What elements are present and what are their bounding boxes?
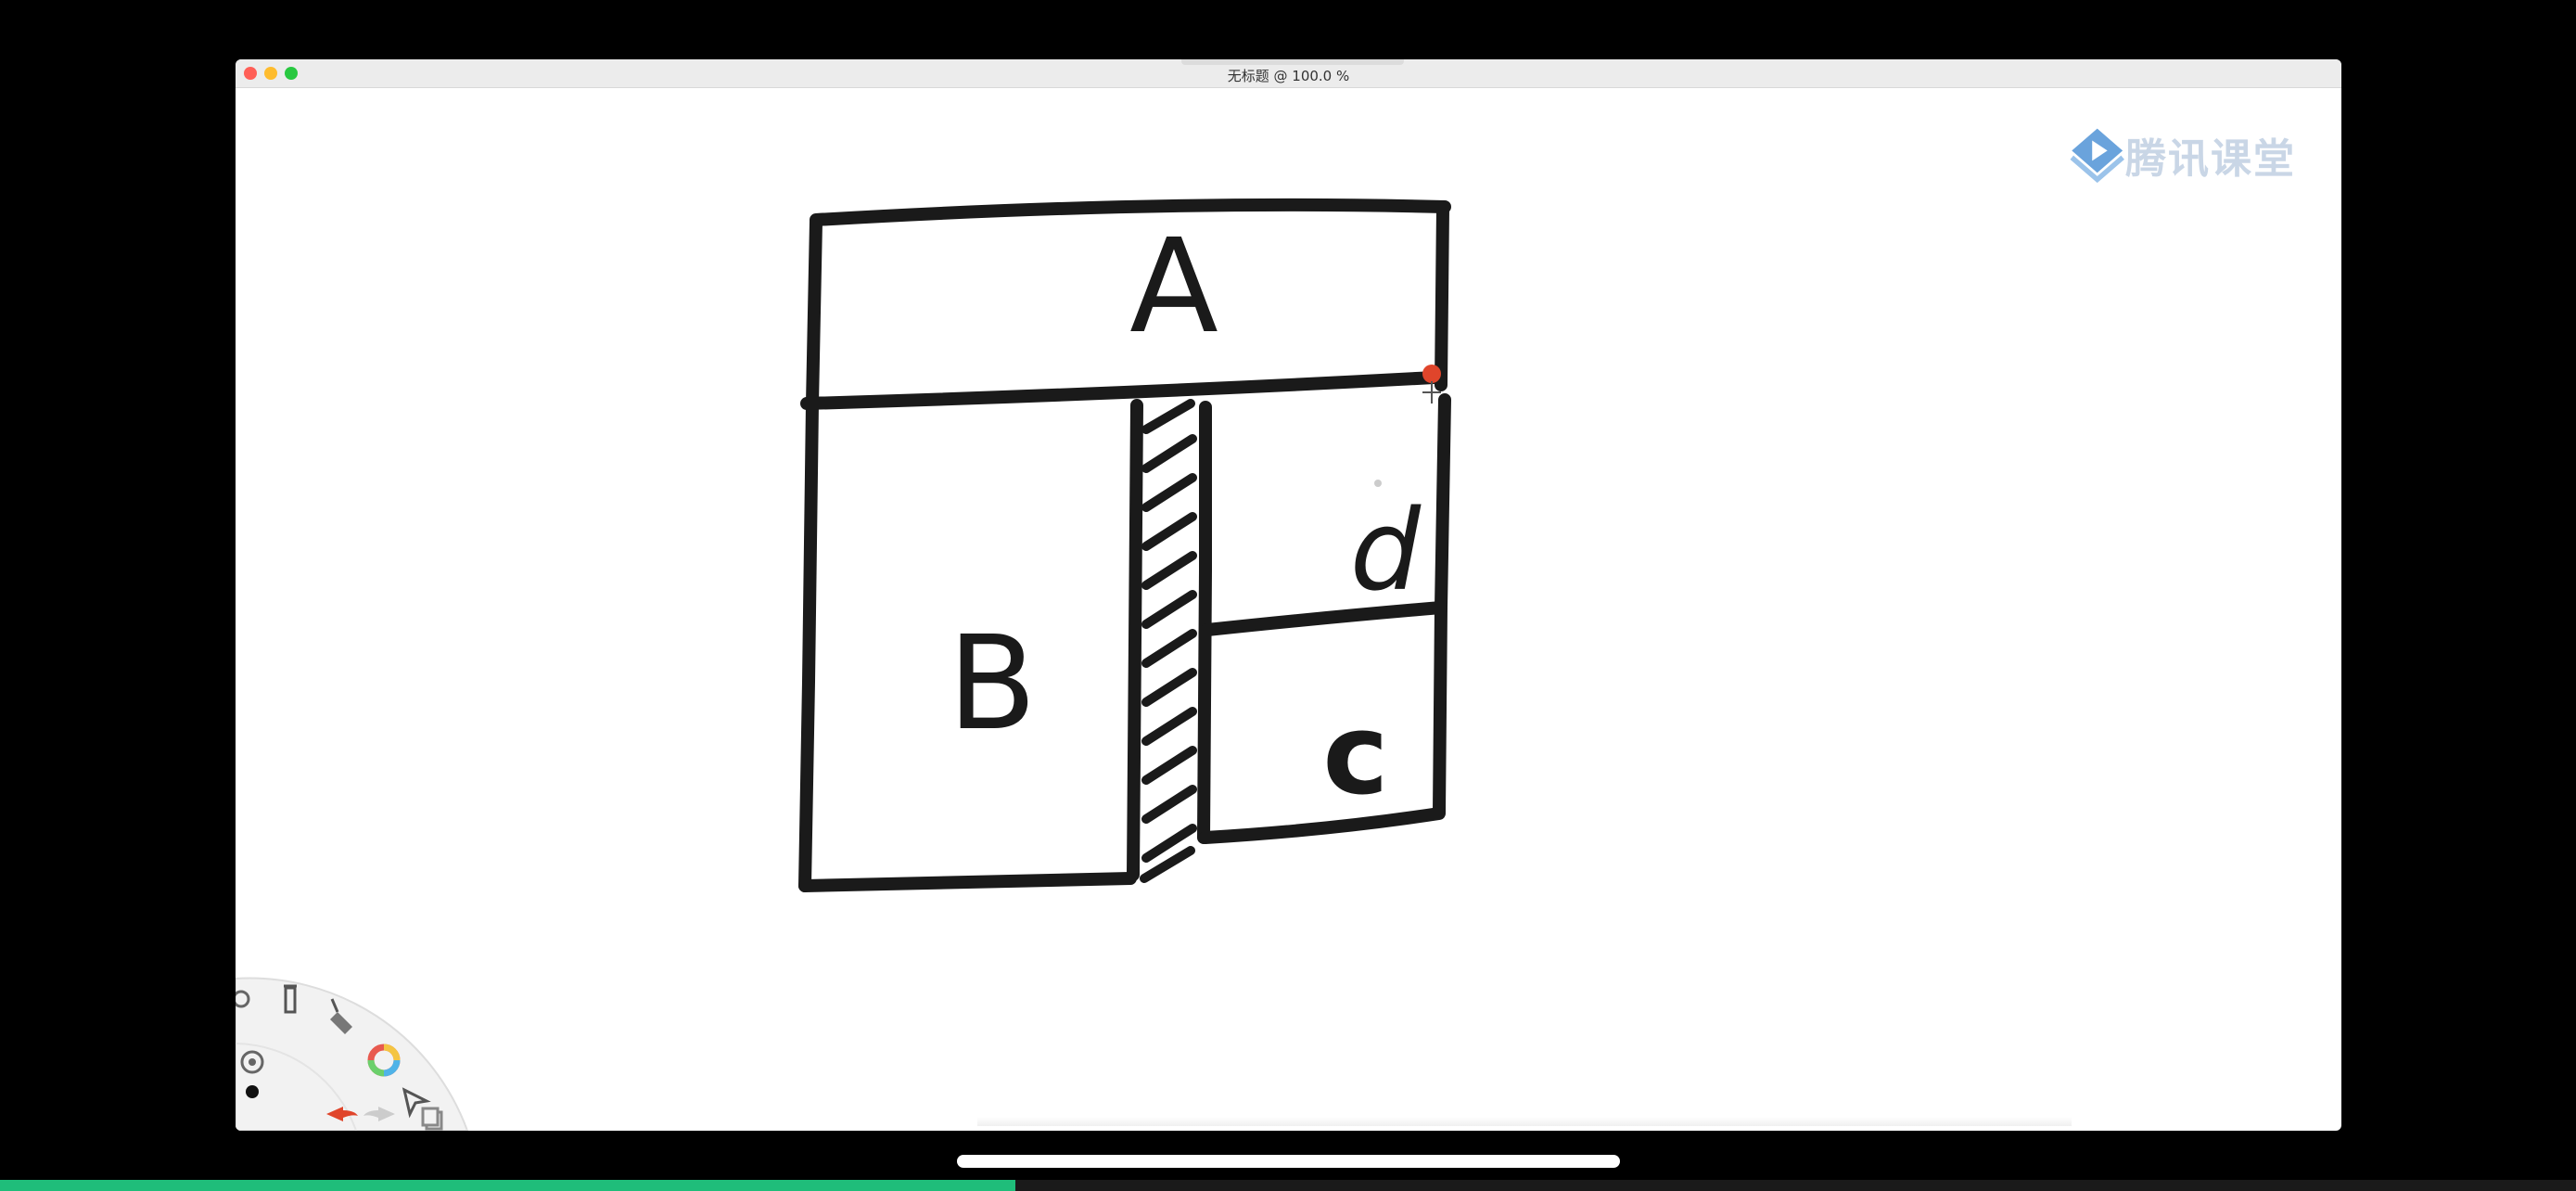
label-c: c	[1322, 691, 1388, 820]
drawing-canvas[interactable]: A B d c 腾讯课堂	[236, 88, 2341, 1131]
layers-icon[interactable]	[421, 1107, 443, 1131]
home-indicator[interactable]	[957, 1155, 1620, 1168]
eraser-icon[interactable]	[330, 998, 352, 1034]
settings-icon[interactable]	[236, 990, 250, 1008]
cursor-icon	[1422, 365, 1441, 403]
stray-dot	[1374, 480, 1382, 487]
brand-name: 腾讯课堂	[2125, 135, 2296, 183]
label-a: A	[1129, 211, 1218, 363]
video-progress-fill	[0, 1180, 1015, 1191]
sketch-layer: A B d c	[798, 198, 1451, 892]
stroke-bottom-b	[798, 872, 1137, 892]
title-bar: 无标题 @ 100.0 %	[236, 59, 2341, 88]
close-window-button[interactable]	[244, 67, 257, 80]
stroke-bottom-c	[1199, 807, 1446, 844]
selection-arrow-icon[interactable]	[402, 1087, 431, 1119]
color-wheel-icon[interactable]	[367, 1044, 401, 1077]
window-bottom-shadow	[977, 1117, 2072, 1126]
stroke-top-right	[1435, 202, 1449, 391]
brush-size-icon[interactable]	[240, 1050, 264, 1074]
label-d: d	[1350, 487, 1422, 616]
hatch-marks	[1140, 399, 1197, 883]
title-tab-decoration	[1181, 59, 1404, 65]
label-b: B	[948, 608, 1037, 760]
stroke-ab-divider	[800, 371, 1440, 410]
undo-icon[interactable]	[326, 1107, 358, 1121]
window-title: 无标题 @ 100.0 %	[1227, 68, 1350, 84]
brand-logo	[2070, 128, 2124, 184]
play-logo-icon	[2070, 128, 2124, 184]
stroke-top-line	[810, 198, 1451, 226]
maximize-window-button[interactable]	[285, 67, 298, 80]
stroke-inner-wall	[1197, 401, 1212, 844]
stroke-cd-divider	[1201, 601, 1447, 636]
stroke-b-right	[1127, 399, 1143, 881]
redo-icon[interactable]	[363, 1107, 395, 1121]
app-window: 无标题 @ 100.0 %	[236, 59, 2341, 1131]
minimize-window-button[interactable]	[264, 67, 277, 80]
stroke-left-edge	[798, 215, 823, 892]
video-progress-track[interactable]	[0, 1180, 2576, 1191]
brush-tool-icon[interactable]	[284, 984, 297, 1014]
opacity-dot-icon[interactable]	[246, 1085, 259, 1098]
